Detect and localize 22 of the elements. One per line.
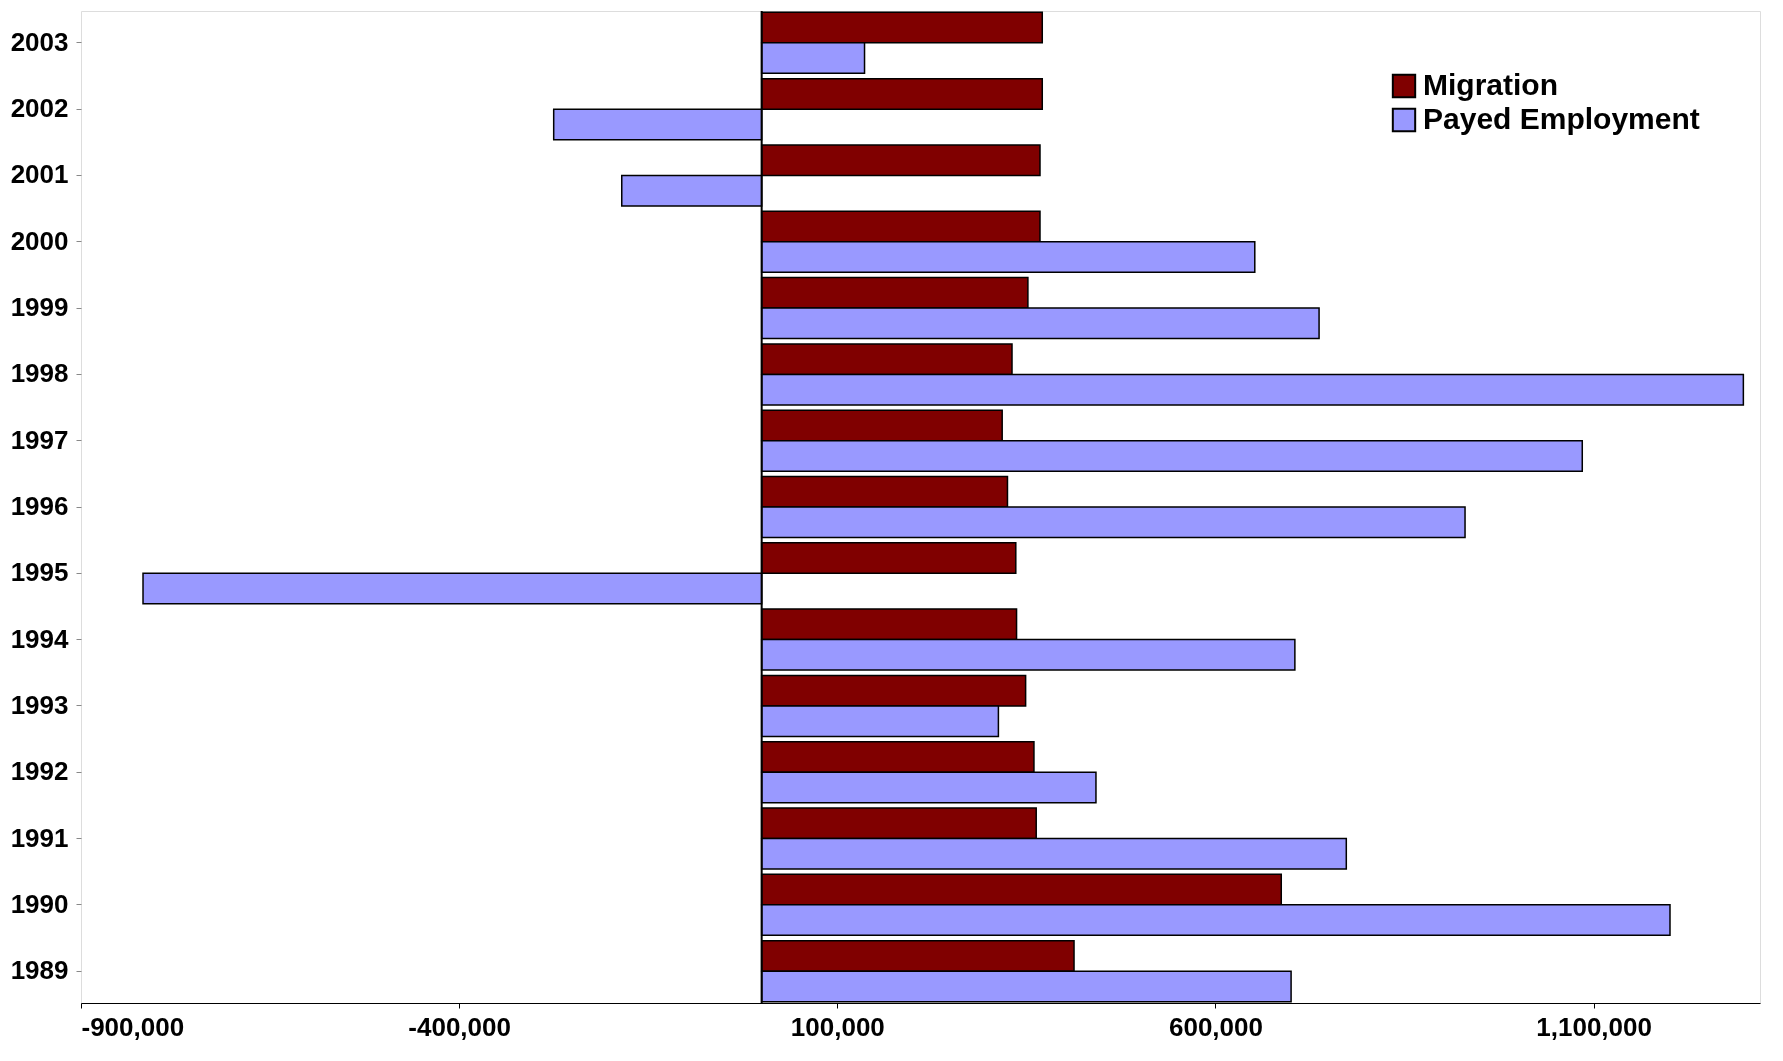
legend-label: Migration — [1423, 68, 1558, 101]
y-tick-label: 1994 — [10, 623, 70, 654]
y-tick-label: 2003 — [10, 26, 69, 57]
y-tick-label: 1995 — [10, 557, 69, 588]
x-tick-label: -400,000 — [408, 1011, 511, 1042]
legend-label: Payed Employment — [1423, 102, 1700, 135]
x-tick-label: 600,000 — [1168, 1011, 1263, 1042]
y-tick-label: 1998 — [10, 358, 69, 389]
y-tick-label: 2000 — [10, 225, 69, 256]
y-tick-label: 1989 — [10, 955, 69, 986]
x-tick-label: -900,000 — [81, 1011, 185, 1042]
y-tick-label: 1996 — [10, 491, 69, 521]
y-tick-label: 2002 — [10, 93, 69, 124]
x-tick-label: 1,100,000 — [1536, 1011, 1652, 1042]
y-tick-label: 1991 — [10, 822, 69, 853]
y-tick-label: 1999 — [10, 292, 69, 323]
y-tick-label: 1992 — [10, 756, 69, 787]
y-tick-label: 1990 — [10, 888, 69, 919]
x-tick-label: 100,000 — [790, 1011, 885, 1042]
y-tick-label: 1993 — [10, 689, 69, 720]
y-tick-label: 2001 — [10, 159, 69, 190]
y-tick-label: 1997 — [10, 424, 69, 455]
